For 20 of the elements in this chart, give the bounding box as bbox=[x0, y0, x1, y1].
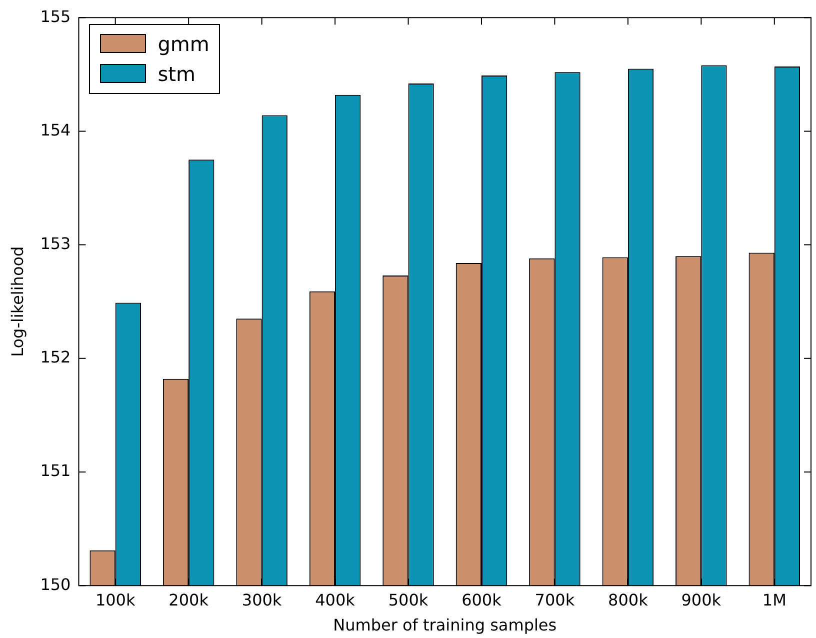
y-tick-label: 150 bbox=[40, 574, 71, 594]
x-tick-label: 600k bbox=[462, 590, 502, 610]
x-tick-label: 300k bbox=[242, 590, 282, 610]
y-tick-label: 155 bbox=[40, 6, 71, 26]
x-tick-label: 700k bbox=[534, 590, 576, 610]
x-tick-label: 400k bbox=[315, 590, 356, 610]
y-tick-label: 152 bbox=[40, 348, 71, 367]
x-tick-label: 1M bbox=[762, 590, 786, 610]
x-axis-title: Number of training samples bbox=[333, 616, 557, 635]
y-axis-title: Log-likelihood bbox=[8, 246, 27, 357]
y-tick-label: 151 bbox=[40, 461, 71, 480]
x-tick-label: 800k bbox=[608, 590, 649, 610]
y-tick-label: 154 bbox=[40, 120, 71, 140]
x-tick-label: 100k bbox=[95, 590, 136, 610]
legend-label: stm bbox=[158, 62, 196, 86]
legend-label: gmm bbox=[158, 32, 210, 56]
x-tick-label: 500k bbox=[388, 590, 429, 610]
x-tick-label: 900k bbox=[681, 590, 722, 610]
x-tick-label: 200k bbox=[168, 590, 210, 610]
y-tick-label: 153 bbox=[40, 234, 71, 253]
